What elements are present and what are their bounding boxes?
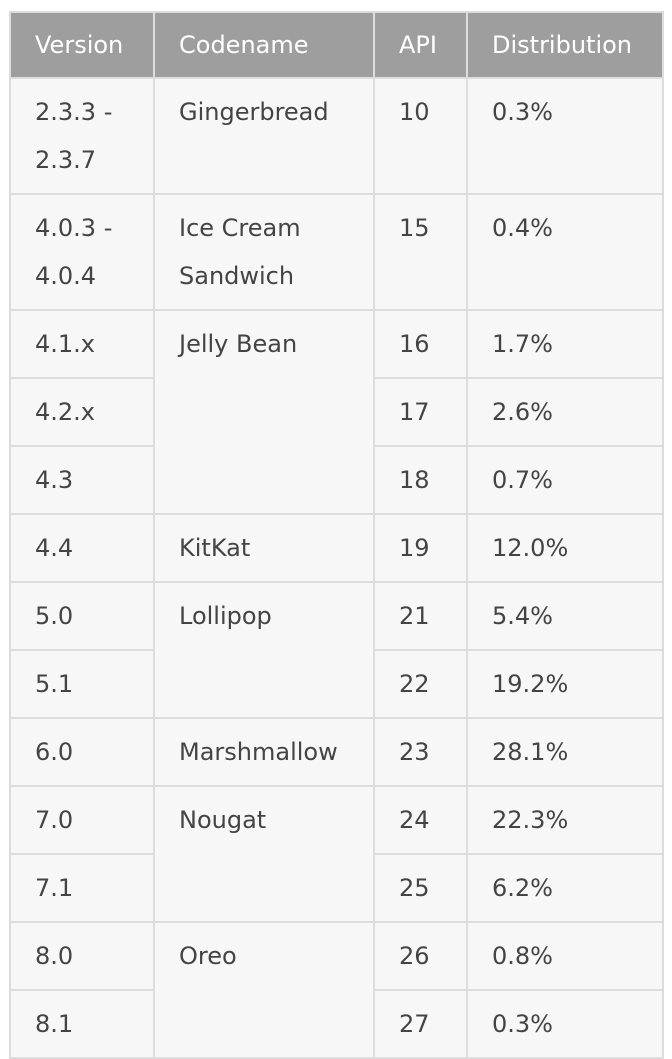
distribution-cell: 2.6%	[466, 377, 664, 447]
distribution-cell: 0.3%	[466, 989, 664, 1059]
version-link[interactable]: 4.0.3 - 4.0.4	[9, 193, 155, 311]
version-link[interactable]: 4.3	[9, 445, 155, 515]
version-link[interactable]: 4.2.x	[9, 377, 155, 447]
distribution-cell: 1.7%	[466, 309, 664, 379]
api-cell: 18	[373, 445, 468, 515]
codename-cell: Jelly Bean	[153, 309, 375, 515]
distribution-cell: 22.3%	[466, 785, 664, 855]
table-row: 5.0 Lollipop 21 5.4%	[9, 581, 664, 719]
version-link[interactable]: 4.1.x	[9, 309, 155, 379]
api-cell: 24	[373, 785, 468, 855]
codename-cell: Marshmallow	[153, 717, 375, 787]
api-cell: 26	[373, 921, 468, 991]
distribution-cell: 0.7%	[466, 445, 664, 515]
version-link[interactable]: 5.1	[9, 649, 155, 719]
version-link[interactable]: 8.0	[9, 921, 155, 991]
api-cell: 22	[373, 649, 468, 719]
distribution-cell: 5.4%	[466, 581, 664, 651]
header-codename: Codename	[153, 11, 375, 79]
table-row: 4.3 18 0.7%	[9, 445, 664, 515]
api-cell: 21	[373, 581, 468, 651]
api-cell: 23	[373, 717, 468, 787]
distribution-cell: 6.2%	[466, 853, 664, 923]
codename-cell: Ice Cream Sandwich	[153, 193, 375, 311]
version-link[interactable]: 4.4	[9, 513, 155, 583]
distribution-cell: 0.3%	[466, 77, 664, 195]
header-version: Version	[9, 11, 155, 79]
distribution-table: Version Codename API Distribution 2.3.3 …	[9, 11, 664, 1059]
version-link[interactable]: 6.0	[9, 717, 155, 787]
table-row: 5.1 22 19.2%	[9, 649, 664, 719]
api-cell: 25	[373, 853, 468, 923]
version-link[interactable]: 7.1	[9, 853, 155, 923]
table-row: 4.2.x 17 2.6%	[9, 377, 664, 447]
table-row: 4.0.3 - 4.0.4 Ice Cream Sandwich 15 0.4%	[9, 193, 664, 311]
codename-cell: Gingerbread	[153, 77, 375, 195]
version-link[interactable]: 2.3.3 - 2.3.7	[9, 77, 155, 195]
distribution-cell: 12.0%	[466, 513, 664, 583]
table-row: 4.1.x Jelly Bean 16 1.7%	[9, 309, 664, 515]
api-cell: 17	[373, 377, 468, 447]
version-link[interactable]: 7.0	[9, 785, 155, 855]
table-row: 2.3.3 - 2.3.7 Gingerbread 10 0.3%	[9, 77, 664, 195]
distribution-cell: 0.8%	[466, 921, 664, 991]
header-distribution: Distribution	[466, 11, 664, 79]
table-row: 7.1 25 6.2%	[9, 853, 664, 923]
header-api: API	[373, 11, 468, 79]
table-row: 7.0 Nougat 24 22.3%	[9, 785, 664, 923]
api-cell: 19	[373, 513, 468, 583]
codename-cell: KitKat	[153, 513, 375, 583]
codename-cell: Nougat	[153, 785, 375, 923]
distribution-cell: 19.2%	[466, 649, 664, 719]
table-row: 4.4 KitKat 19 12.0%	[9, 513, 664, 583]
codename-cell: Oreo	[153, 921, 375, 1059]
table-row: 6.0 Marshmallow 23 28.1%	[9, 717, 664, 787]
api-cell: 15	[373, 193, 468, 311]
distribution-cell: 0.4%	[466, 193, 664, 311]
version-link[interactable]: 8.1	[9, 989, 155, 1059]
codename-cell: Lollipop	[153, 581, 375, 719]
distribution-cell: 28.1%	[466, 717, 664, 787]
api-cell: 16	[373, 309, 468, 379]
api-cell: 10	[373, 77, 468, 195]
header-row: Version Codename API Distribution	[9, 11, 664, 79]
table-row: 8.0 Oreo 26 0.8%	[9, 921, 664, 1059]
version-link[interactable]: 5.0	[9, 581, 155, 651]
api-cell: 27	[373, 989, 468, 1059]
